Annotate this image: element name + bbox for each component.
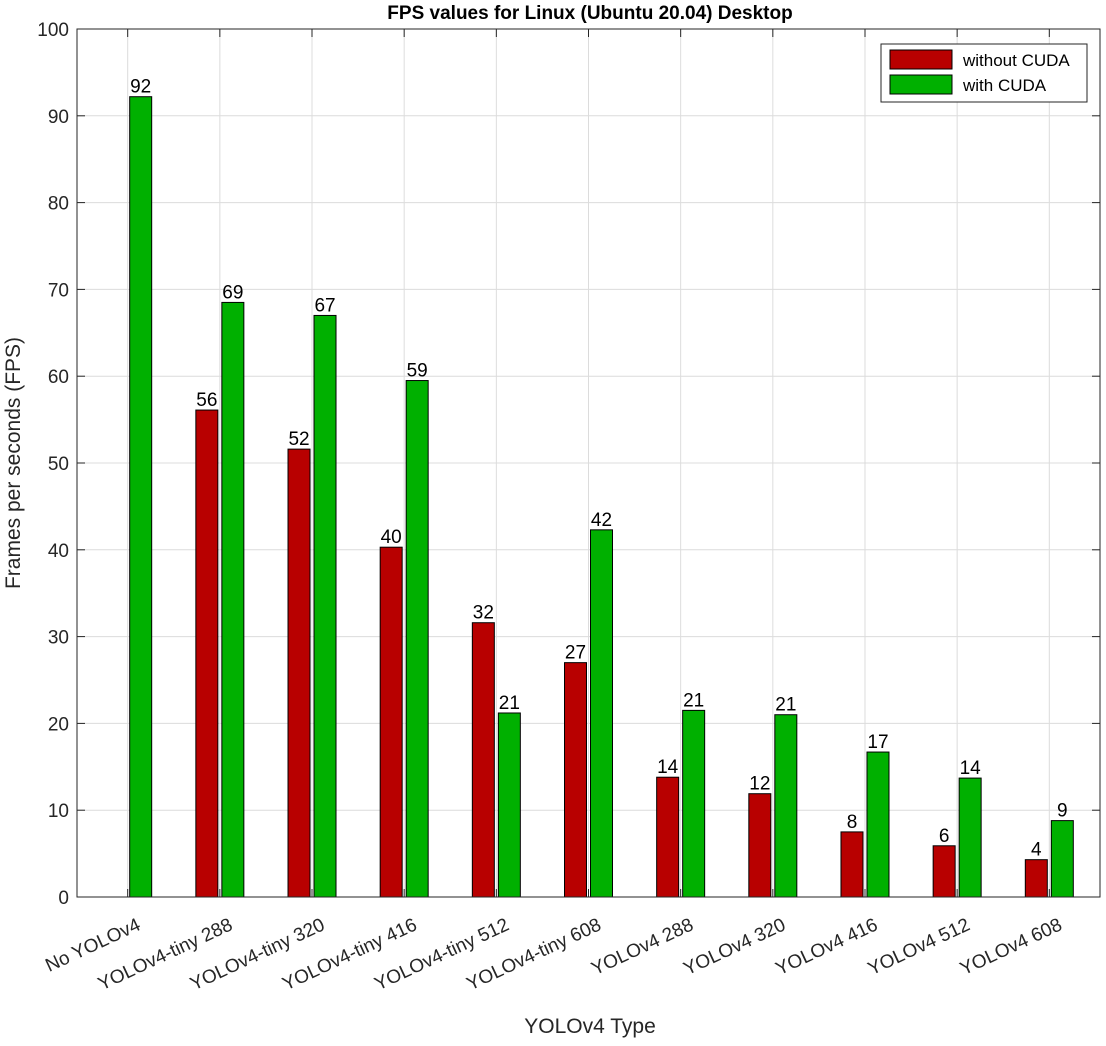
data-label: 21 (775, 695, 796, 716)
data-label: 6 (939, 826, 950, 847)
bar (195, 409, 219, 898)
data-label: 56 (196, 390, 217, 411)
x-axis-label: YOLOv4 Type (524, 1015, 656, 1038)
data-label: 12 (749, 774, 770, 795)
x-tick-label: YOLOv4 416 (773, 914, 881, 979)
bar (958, 777, 982, 898)
bar (866, 751, 890, 898)
data-label: 32 (473, 603, 494, 624)
x-tick-label: YOLOv4 512 (865, 914, 973, 979)
y-tick-label: 80 (48, 194, 69, 215)
chart-title: FPS values for Linux (Ubuntu 20.04) Desk… (387, 3, 792, 24)
legend-swatch (889, 74, 953, 95)
data-label: 21 (683, 690, 704, 711)
data-label: 8 (847, 812, 858, 833)
data-label: 92 (130, 77, 151, 98)
data-label: 14 (960, 758, 982, 779)
data-label: 14 (657, 757, 679, 778)
bars (129, 96, 1074, 898)
legend-label: without CUDA (962, 51, 1070, 70)
data-label: 17 (867, 732, 888, 753)
bar (313, 314, 337, 898)
y-tick-label: 70 (48, 280, 69, 301)
bar (221, 301, 245, 898)
legend: without CUDA with CUDA (880, 43, 1088, 103)
x-tick-label: YOLOv4 608 (957, 914, 1065, 979)
bar (682, 709, 706, 898)
bar (379, 546, 403, 898)
bar (840, 831, 864, 898)
bar (590, 529, 613, 898)
bar (497, 712, 521, 898)
y-tick-label: 40 (48, 541, 69, 562)
data-label: 21 (499, 693, 520, 714)
y-tick-label: 50 (48, 454, 69, 475)
data-label: 69 (222, 282, 243, 303)
bar (656, 776, 680, 898)
y-tick-label: 10 (48, 801, 69, 822)
y-axis-label: Frames per seconds (FPS) (2, 337, 25, 589)
data-label: 67 (314, 295, 335, 316)
bar (287, 448, 311, 898)
data-label: 52 (288, 429, 309, 450)
data-label: 9 (1057, 801, 1068, 822)
data-label: 59 (407, 361, 428, 382)
y-tick-label: 100 (37, 20, 69, 41)
bar (405, 380, 429, 898)
x-tick-label: YOLOv4 288 (588, 914, 696, 979)
bar (564, 662, 587, 898)
legend-swatch (889, 49, 953, 70)
bar (774, 714, 798, 898)
x-tick-label: YOLOv4 320 (681, 914, 789, 979)
data-label: 27 (565, 643, 586, 664)
legend-label: with CUDA (962, 76, 1047, 95)
bar (471, 622, 495, 898)
y-tick-label: 20 (48, 714, 69, 735)
data-labels: 56 52 40 32 27 14 12 8 6 4 92 69 67 59 21 42 21 21 17 14 9 (130, 77, 1067, 861)
y-tick-label: 30 (48, 628, 69, 649)
bar (932, 845, 956, 898)
bar (129, 96, 153, 898)
data-label: 4 (1031, 840, 1042, 861)
bar (1050, 820, 1074, 898)
axes-box (76, 28, 1101, 898)
y-tick-label: 90 (48, 107, 69, 128)
data-label: 40 (381, 527, 402, 548)
y-tick-label: 60 (48, 367, 69, 388)
grid (77, 28, 1100, 898)
bar (1024, 859, 1048, 898)
data-label: 42 (591, 510, 612, 531)
y-tick-label: 0 (58, 888, 69, 909)
bar (748, 793, 772, 898)
